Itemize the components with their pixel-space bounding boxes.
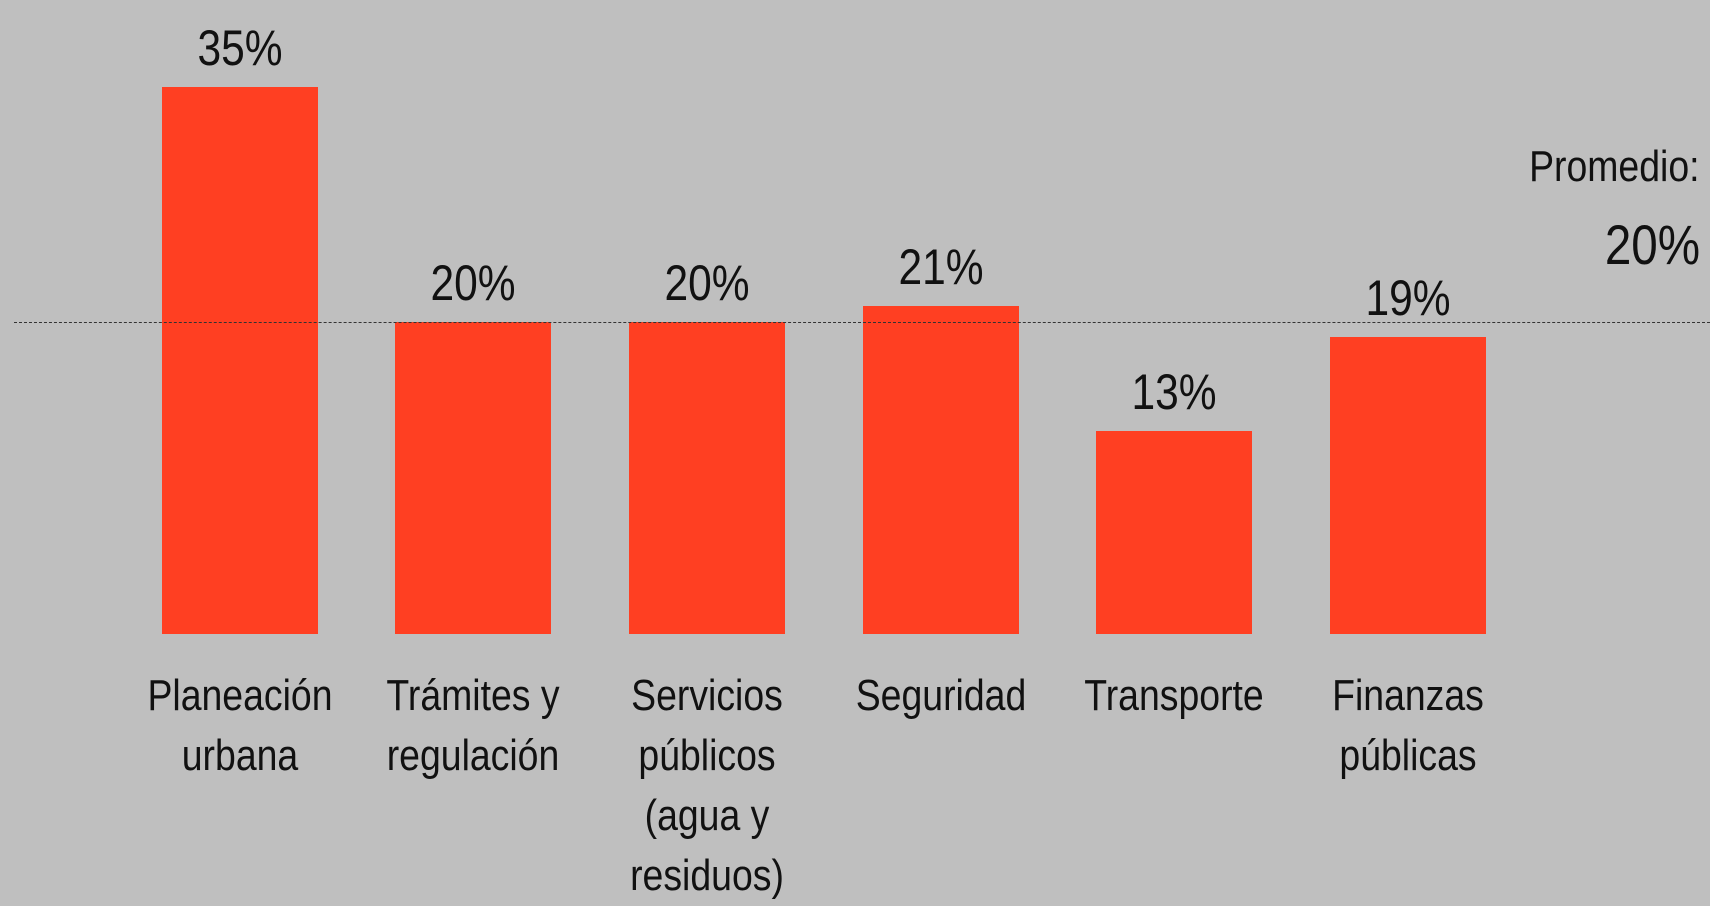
bar bbox=[161, 87, 318, 634]
x-tick-label: Planeación urbana bbox=[147, 671, 333, 780]
value-label: 20% bbox=[664, 254, 750, 311]
bar bbox=[862, 306, 1019, 634]
average-line bbox=[14, 321, 1710, 323]
value-label: 35% bbox=[197, 20, 283, 77]
x-tick-label: Seguridad bbox=[855, 671, 1026, 720]
average-label: Promedio: bbox=[1529, 141, 1700, 191]
bar bbox=[629, 321, 785, 634]
value-label: 13% bbox=[1131, 363, 1217, 420]
x-tick-label: Transporte bbox=[1084, 671, 1264, 720]
value-label: 20% bbox=[430, 254, 516, 311]
bar bbox=[395, 321, 552, 634]
x-tick-label: Finanzas públicas bbox=[1331, 671, 1484, 780]
average-value: 20% bbox=[1604, 212, 1700, 276]
value-label: 21% bbox=[898, 239, 984, 296]
value-label: 19% bbox=[1365, 270, 1451, 327]
bar bbox=[1329, 337, 1486, 634]
x-tick-label: Trámites y regulación bbox=[386, 671, 560, 780]
x-tick-label: Servicios públicos (agua y residuos) bbox=[630, 671, 784, 900]
bar bbox=[1096, 430, 1253, 634]
